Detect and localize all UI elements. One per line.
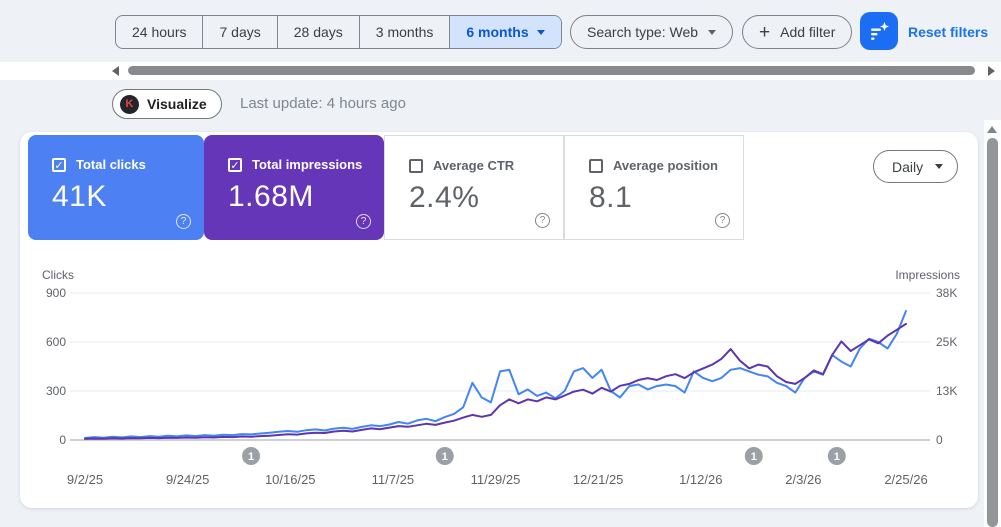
tab-6-months[interactable]: 6 months <box>450 16 561 48</box>
right-axis-tick: 25K <box>936 335 957 349</box>
metric-value: 1.68M <box>228 180 314 213</box>
checkbox-checked-icon[interactable]: ✓ <box>52 157 66 172</box>
annotation-marker[interactable] <box>827 447 846 465</box>
left-axis-tick: 300 <box>46 384 66 398</box>
plus-icon: + <box>759 21 771 43</box>
x-axis-label: 9/2/25 <box>67 472 103 487</box>
help-icon[interactable]: ? <box>715 213 730 228</box>
right-axis-tick: 0 <box>936 433 943 447</box>
left-axis-tick: 0 <box>59 433 66 447</box>
metric-value: 2.4% <box>409 181 480 214</box>
metric-value: 41K <box>52 180 107 213</box>
x-axis-label: 2/3/26 <box>785 472 821 487</box>
checkbox-unchecked-icon[interactable] <box>409 158 423 173</box>
x-axis-label: 9/24/25 <box>166 472 209 487</box>
left-axis-tick: 900 <box>46 286 66 300</box>
performance-card: ✓ Total clicks 41K? ✓ Total impressions 1.68M… <box>20 132 978 508</box>
vertical-scrollbar-thumb[interactable] <box>987 138 998 527</box>
granularity-label: Daily <box>892 158 924 175</box>
annotation-marker[interactable] <box>242 447 261 465</box>
scroll-left-arrow-icon[interactable] <box>112 66 119 76</box>
series-line-total-impressions[interactable] <box>84 322 907 440</box>
tab-24-hours[interactable]: 24 hours <box>116 16 204 48</box>
add-filter-button[interactable]: + Add filter <box>742 15 853 49</box>
metric-value: 8.1 <box>589 181 633 214</box>
x-axis-label: 2/25/26 <box>884 472 927 487</box>
annotation-marker-label: 1 <box>751 451 757 463</box>
annotation-marker-label: 1 <box>248 451 254 463</box>
metric-card-total-impressions[interactable]: ✓ Total impressions 1.68M? <box>204 135 384 240</box>
visualize-label: Visualize <box>147 96 207 112</box>
tab-7-days[interactable]: 7 days <box>203 16 278 48</box>
metric-card-total-clicks[interactable]: ✓ Total clicks 41K? <box>28 135 204 240</box>
annotation-marker-label: 1 <box>834 451 840 463</box>
performance-line-chart: 900 38K 600 25K 300 13K 0 0 Clicks Impressions 9/2… <box>42 268 960 487</box>
scroll-right-arrow-icon[interactable] <box>988 66 995 76</box>
date-range-tabs: 24 hours 7 days 28 days 3 months 6 months <box>115 15 562 49</box>
right-axis-title: Impressions <box>895 268 960 282</box>
tab-label: 7 days <box>219 24 261 40</box>
horizontal-scrollbar-thumb[interactable] <box>128 66 975 75</box>
add-filter-label: Add filter <box>780 24 836 40</box>
x-axis-label: 11/29/25 <box>471 472 521 487</box>
search-type-dropdown[interactable]: Search type: Web <box>570 15 734 49</box>
metric-label: Average position <box>613 158 718 173</box>
tab-28-days[interactable]: 28 days <box>278 16 360 48</box>
visualize-button[interactable]: K Visualize <box>112 89 222 119</box>
annotation-marker-label: 1 <box>442 451 448 463</box>
tab-label: 3 months <box>375 24 434 40</box>
tab-label: 6 months <box>466 24 529 40</box>
right-axis-tick: 13K <box>936 384 957 398</box>
filter-sparkle-icon <box>871 22 889 40</box>
help-icon[interactable]: ? <box>535 213 550 228</box>
chevron-down-icon <box>708 29 717 35</box>
series-line-total-clicks[interactable] <box>84 310 907 439</box>
help-icon[interactable]: ? <box>176 214 191 229</box>
metric-label: Total clicks <box>76 157 146 172</box>
help-icon[interactable]: ? <box>356 214 371 229</box>
chevron-down-icon <box>935 164 944 169</box>
tab-3-months[interactable]: 3 months <box>360 16 451 48</box>
checkbox-unchecked-icon[interactable] <box>589 158 603 173</box>
tab-label: 24 hours <box>132 24 187 40</box>
x-axis-label: 12/21/25 <box>573 472 624 487</box>
annotation-marker[interactable] <box>744 447 763 465</box>
checkbox-checked-icon[interactable]: ✓ <box>228 157 242 172</box>
scroll-up-arrow-icon[interactable] <box>987 126 997 133</box>
left-axis-tick: 600 <box>46 335 66 349</box>
x-axis-label: 10/16/25 <box>265 472 316 487</box>
metric-label: Total impressions <box>252 157 363 172</box>
ai-filter-button[interactable] <box>860 12 898 50</box>
search-type-label: Search type: Web <box>587 24 699 40</box>
x-axis-label: 11/7/25 <box>372 472 414 487</box>
metric-card-average-position[interactable]: Average position 8.1? <box>564 135 744 240</box>
annotation-marker[interactable] <box>435 447 454 465</box>
granularity-dropdown[interactable]: Daily <box>873 150 959 183</box>
metric-label: Average CTR <box>433 158 515 173</box>
visualize-logo-icon: K <box>120 94 139 114</box>
chevron-down-icon <box>536 29 545 35</box>
right-axis-tick: 38K <box>936 286 957 300</box>
last-update-text: Last update: 4 hours ago <box>240 95 406 112</box>
left-axis-title: Clicks <box>42 268 74 282</box>
reset-filters-link[interactable]: Reset filters <box>908 24 989 40</box>
tab-label: 28 days <box>293 24 343 40</box>
metric-card-average-ctr[interactable]: Average CTR 2.4%? <box>384 135 564 240</box>
x-axis-label: 1/12/26 <box>679 472 722 487</box>
